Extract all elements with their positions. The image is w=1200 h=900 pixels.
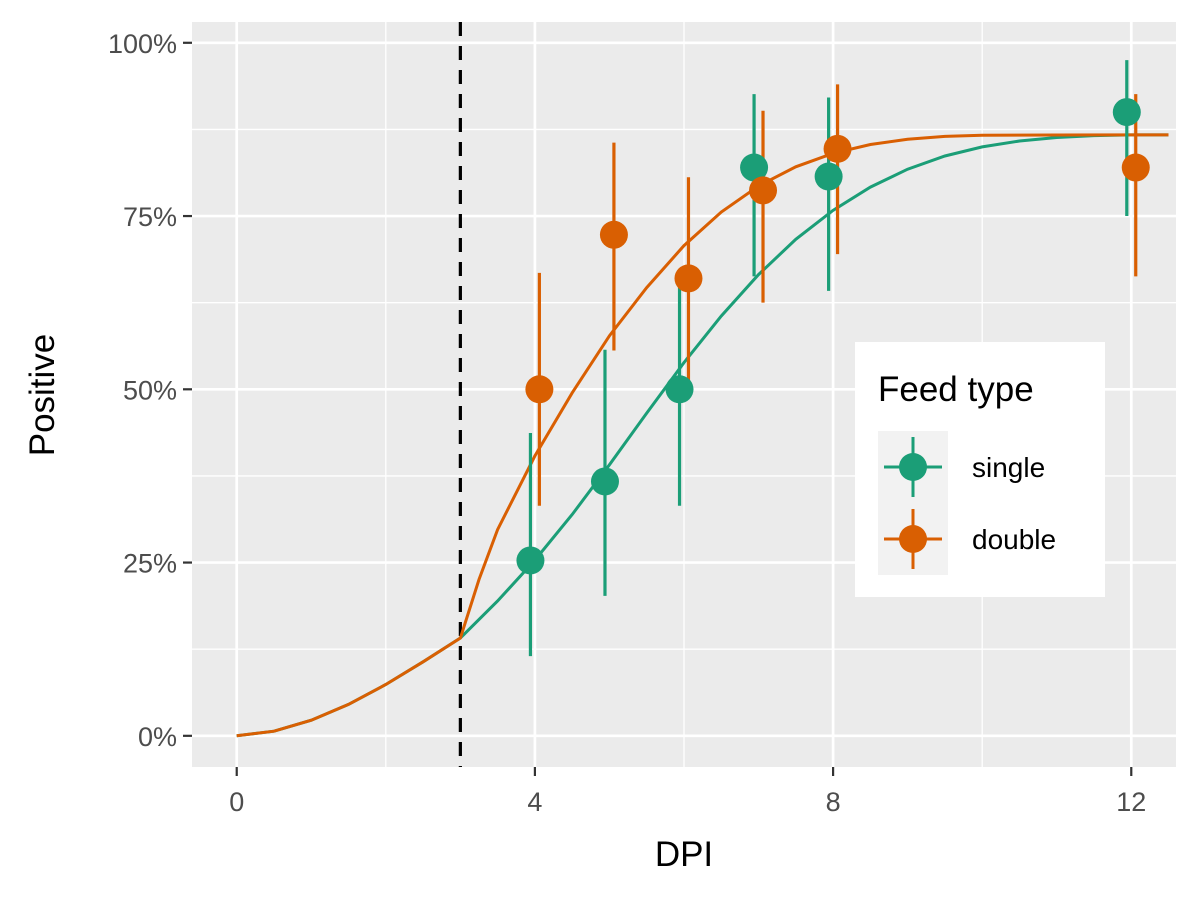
legend: Feed type single double	[855, 342, 1105, 597]
y-tick-label: 50%	[123, 375, 177, 405]
y-tick-label: 75%	[123, 202, 177, 232]
y-tick-label: 0%	[138, 722, 177, 752]
y-tick-label: 25%	[123, 549, 177, 579]
y-tick-label: 100%	[108, 29, 177, 59]
x-tick-label: 12	[1116, 787, 1146, 817]
legend-label-single: single	[972, 452, 1045, 483]
point-double	[1121, 153, 1150, 182]
point-double	[599, 220, 628, 249]
point-double	[674, 264, 703, 293]
points	[516, 98, 1150, 575]
point-double	[749, 176, 778, 205]
x-tick-label: 0	[229, 787, 244, 817]
point-single	[665, 375, 694, 404]
y-axis-title: Positive	[23, 334, 62, 457]
point-single	[516, 546, 545, 575]
curves	[236, 133, 1169, 738]
point-single	[1112, 98, 1141, 127]
x-axis-title: DPI	[655, 835, 713, 874]
legend-keys: single double	[878, 431, 1056, 575]
x-tick-label: 8	[826, 787, 841, 817]
legend-title: Feed type	[878, 370, 1034, 409]
legend-key-point	[899, 525, 927, 553]
point-single	[814, 162, 843, 191]
legend-label-double: double	[972, 524, 1056, 555]
legend-key-point	[899, 453, 927, 481]
point-double	[525, 375, 554, 404]
point-single	[740, 153, 769, 182]
axis-ticks	[183, 41, 1133, 776]
point-double	[823, 134, 852, 163]
tick-labels: 0 4 8 12 0% 25% 50% 75% 100%	[108, 29, 1146, 817]
point-single	[590, 467, 619, 496]
x-tick-label: 4	[527, 787, 542, 817]
curve-double	[236, 133, 1169, 738]
